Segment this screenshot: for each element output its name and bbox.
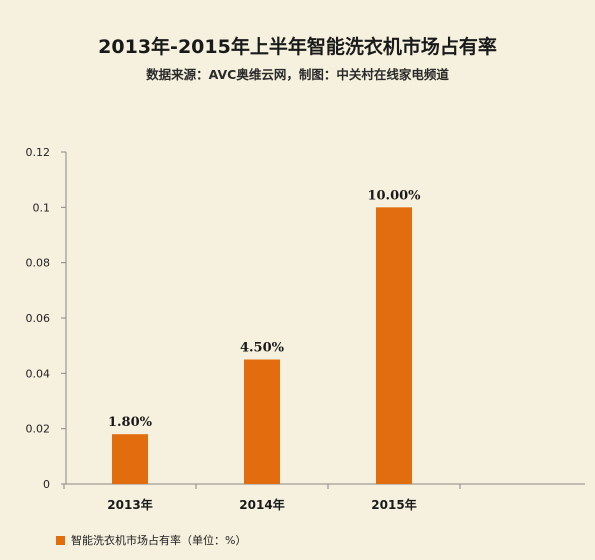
bar <box>112 434 148 484</box>
y-tick-label: 0 <box>43 478 50 491</box>
y-tick-label: 0.12 <box>26 146 51 159</box>
legend: 智能洗衣机市场占有率（单位：%） <box>56 532 246 548</box>
x-tick-label: 2015年 <box>371 497 416 512</box>
x-tick-label: 2014年 <box>239 497 284 512</box>
y-tick-label: 0.04 <box>26 367 51 380</box>
x-tick-label: 2013年 <box>107 497 152 512</box>
legend-label: 智能洗衣机市场占有率（单位：%） <box>71 534 247 547</box>
data-label: 1.80% <box>108 415 153 430</box>
y-tick-label: 0.1 <box>33 201 51 214</box>
data-label: 4.50% <box>240 341 285 356</box>
y-tick-label: 0.02 <box>26 423 51 436</box>
data-label: 10.00% <box>367 188 421 203</box>
y-tick-label: 0.08 <box>26 257 51 270</box>
bar <box>244 359 280 484</box>
chart-subtitle: 数据来源：AVC奥维云网，制图：中关村在线家电频道 <box>146 67 449 82</box>
legend-swatch <box>56 535 65 545</box>
bar <box>376 207 412 485</box>
y-tick-label: 0.06 <box>26 312 51 325</box>
chart-title: 2013年-2015年上半年智能洗衣机市场占有率 <box>98 36 497 58</box>
